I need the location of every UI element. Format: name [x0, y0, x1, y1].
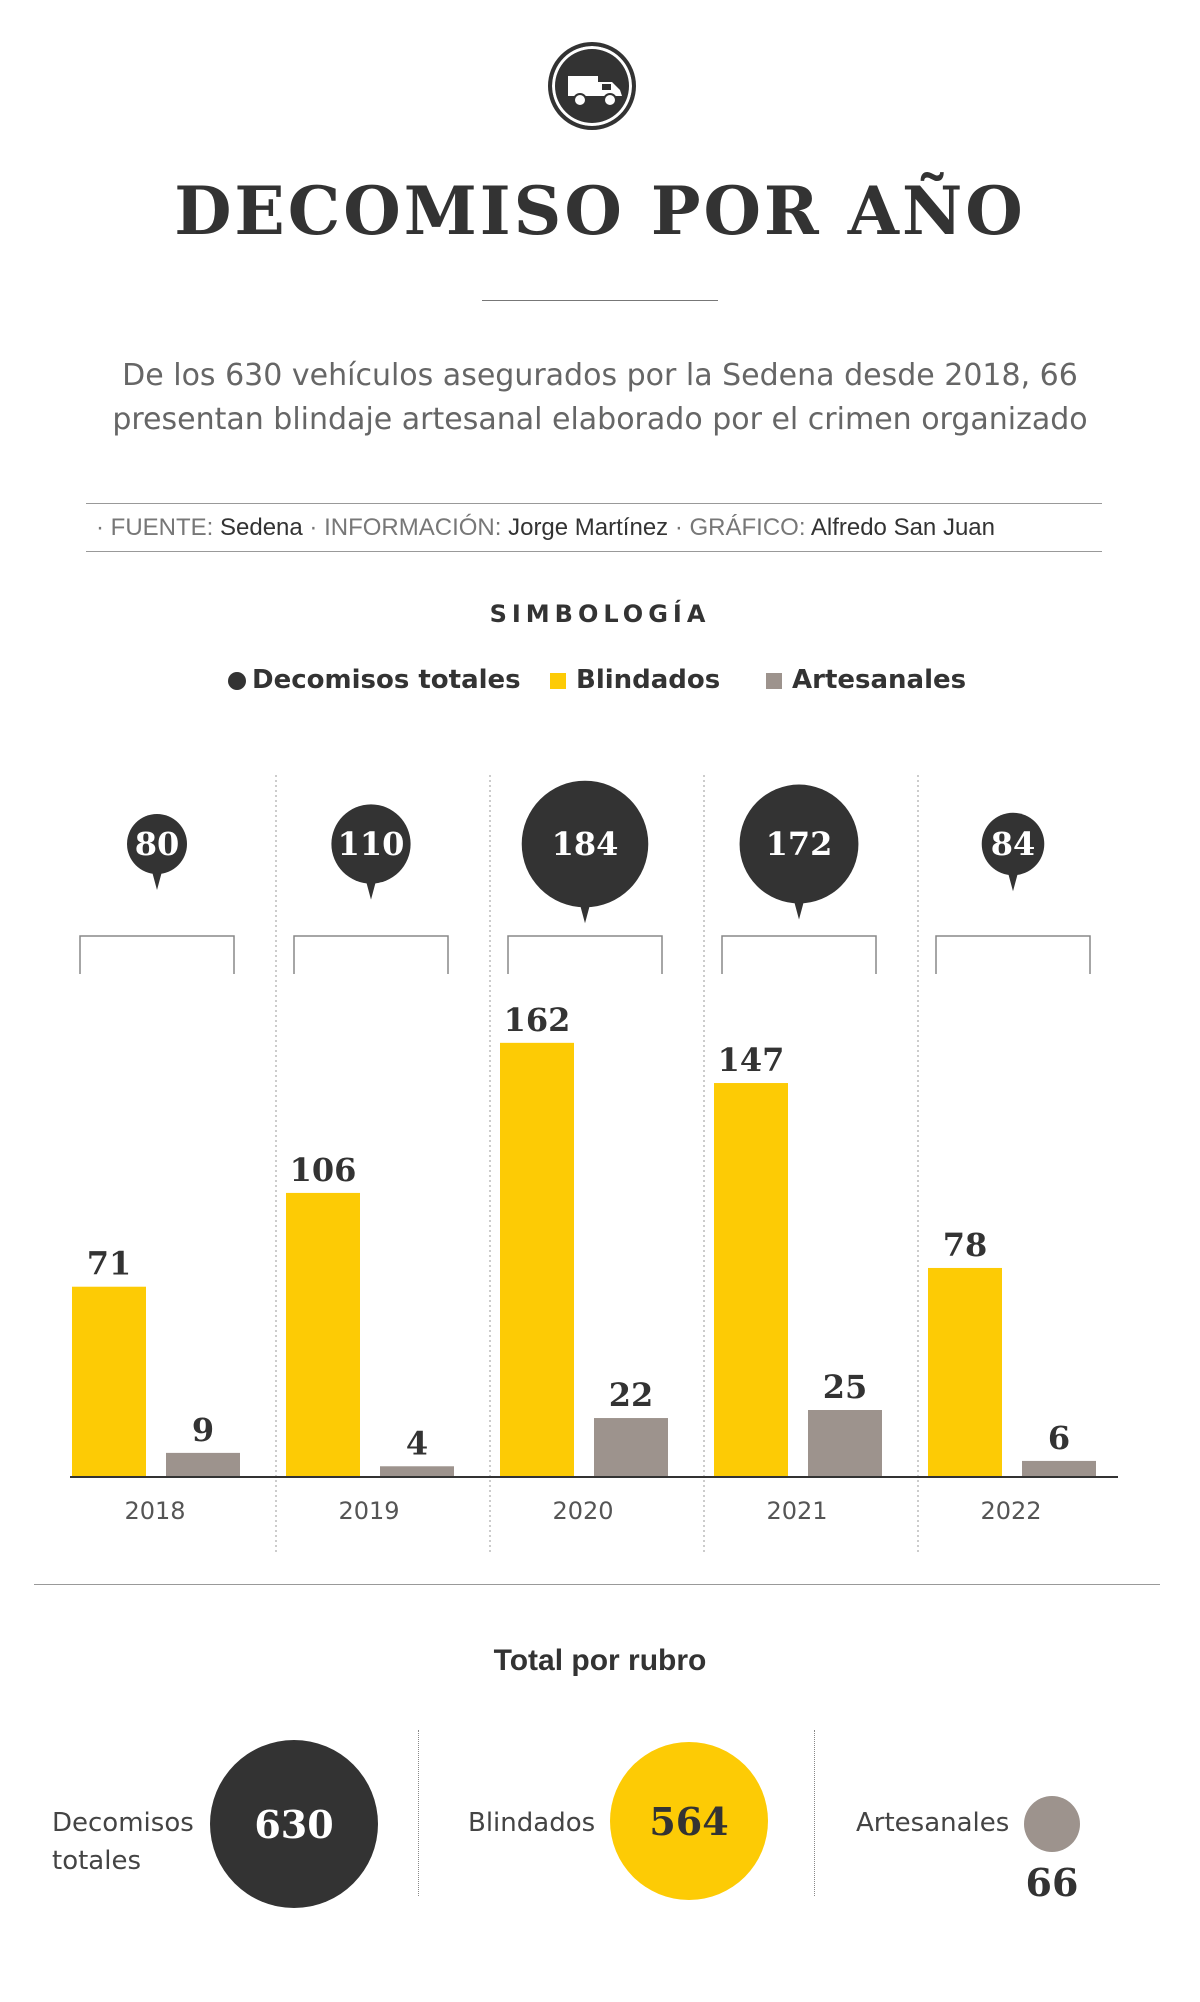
total-blindados-circle: 564 — [610, 1742, 768, 1900]
legend-dot-icon — [228, 671, 246, 690]
credits-info-label: · INFORMACIÓN: — [309, 514, 502, 541]
legend-label: Decomisos totales — [252, 665, 521, 695]
total-label: 84 — [991, 825, 1036, 863]
legend-square-icon — [550, 672, 566, 689]
totals-separator — [418, 1730, 419, 1896]
total-pin-circle — [127, 814, 187, 874]
total-label-line: totales — [52, 1846, 141, 1876]
total-bracket — [935, 935, 1091, 974]
credits-rule-top — [86, 503, 1102, 504]
legend-item-blindados: Blindados — [550, 660, 720, 700]
credits: · FUENTE: Sedena · INFORMACIÓN: Jorge Ma… — [96, 510, 995, 546]
data-label-blindados: 106 — [290, 1151, 357, 1189]
bar-blindados — [714, 1083, 788, 1477]
total-artesanales-circle — [1024, 1796, 1080, 1852]
legend-item-decomisos: Decomisos totales — [228, 660, 521, 700]
total-label: 184 — [552, 825, 619, 863]
title-divider — [482, 300, 718, 301]
total-pin-circle — [739, 784, 859, 904]
total-pin-circle — [331, 804, 411, 884]
credits-grafico-label: · GRÁFICO: — [674, 514, 806, 541]
data-label-artesanales: 25 — [823, 1368, 868, 1406]
total-bracket — [721, 935, 877, 974]
bar-artesanales — [166, 1452, 240, 1477]
bar-artesanales — [808, 1410, 882, 1477]
total-decomisos-value: 630 — [254, 1801, 334, 1847]
credits-grafico: Alfredo San Juan — [810, 514, 995, 541]
subtitle-line-1: De los 630 vehículos asegurados por la S… — [122, 358, 1078, 393]
total-label: 172 — [766, 825, 833, 863]
legend-title: SIMBOLOGÍA — [489, 600, 711, 628]
total-artesanales-value: 66 — [1025, 1860, 1079, 1905]
x-tick-label: 2018 — [124, 1497, 185, 1525]
legend-square-icon — [766, 672, 782, 689]
x-tick-label: 2022 — [980, 1497, 1041, 1525]
data-label-artesanales: 9 — [192, 1411, 214, 1449]
data-label-artesanales: 4 — [406, 1424, 428, 1462]
x-tick-label: 2021 — [766, 1497, 827, 1525]
x-tick-label: 2020 — [552, 1497, 613, 1525]
total-decomisos-label: Decomisos totales — [52, 1804, 194, 1880]
totals-separator — [814, 1730, 815, 1896]
bar-blindados — [286, 1192, 360, 1477]
data-label-artesanales: 6 — [1048, 1419, 1070, 1457]
bar-blindados — [928, 1267, 1002, 1477]
x-tick-label: 2019 — [338, 1497, 399, 1525]
total-bracket — [79, 935, 235, 974]
legend-label: Blindados — [576, 665, 721, 695]
total-label: 110 — [338, 825, 405, 863]
truck-badge — [548, 42, 636, 130]
legend-item-artesanales: Artesanales — [766, 660, 966, 700]
total-blindados-value: 564 — [649, 1798, 729, 1844]
total-bracket — [293, 935, 449, 974]
bar-artesanales — [380, 1466, 454, 1477]
truck-icon — [568, 76, 622, 107]
data-label-blindados: 147 — [718, 1041, 785, 1079]
credits-info: Jorge Martínez — [508, 514, 669, 541]
credits-rule-bottom — [86, 551, 1102, 552]
total-blindados-label: Blindados — [468, 1808, 596, 1838]
total-decomisos-circle: 630 — [210, 1740, 378, 1908]
bar-blindados — [72, 1286, 146, 1477]
total-pin-circle — [981, 812, 1045, 876]
legend-label: Artesanales — [792, 665, 967, 695]
total-label-line: Decomisos — [52, 1808, 194, 1838]
total-artesanales-label: Artesanales — [856, 1808, 1010, 1838]
bar-artesanales — [594, 1418, 668, 1477]
totals-title: Total por rubro — [493, 1644, 707, 1677]
subtitle-line-2: presentan blindaje artesanal elaborado p… — [112, 402, 1088, 437]
subtitle: De los 630 vehículos asegurados por la S… — [60, 354, 1140, 442]
credits-fuente-label: · FUENTE: — [96, 514, 214, 541]
bar-chart: 7198020181064110201916222184202014725172… — [70, 775, 1118, 1555]
data-label-blindados: 162 — [504, 1001, 571, 1039]
bar-artesanales — [1022, 1460, 1096, 1477]
page-title: DECOMISO POR AÑO — [174, 172, 1026, 250]
data-label-blindados: 71 — [87, 1245, 132, 1283]
data-label-blindados: 78 — [943, 1226, 988, 1264]
legend: Decomisos totales Blindados Artesanales — [0, 660, 1200, 700]
bar-blindados — [500, 1042, 574, 1477]
data-label-artesanales: 22 — [609, 1376, 654, 1414]
total-label: 80 — [135, 825, 180, 863]
total-pin-circle — [521, 780, 649, 908]
total-bracket — [507, 935, 663, 974]
credits-fuente: Sedena — [220, 514, 303, 541]
totals-divider — [34, 1584, 1160, 1585]
